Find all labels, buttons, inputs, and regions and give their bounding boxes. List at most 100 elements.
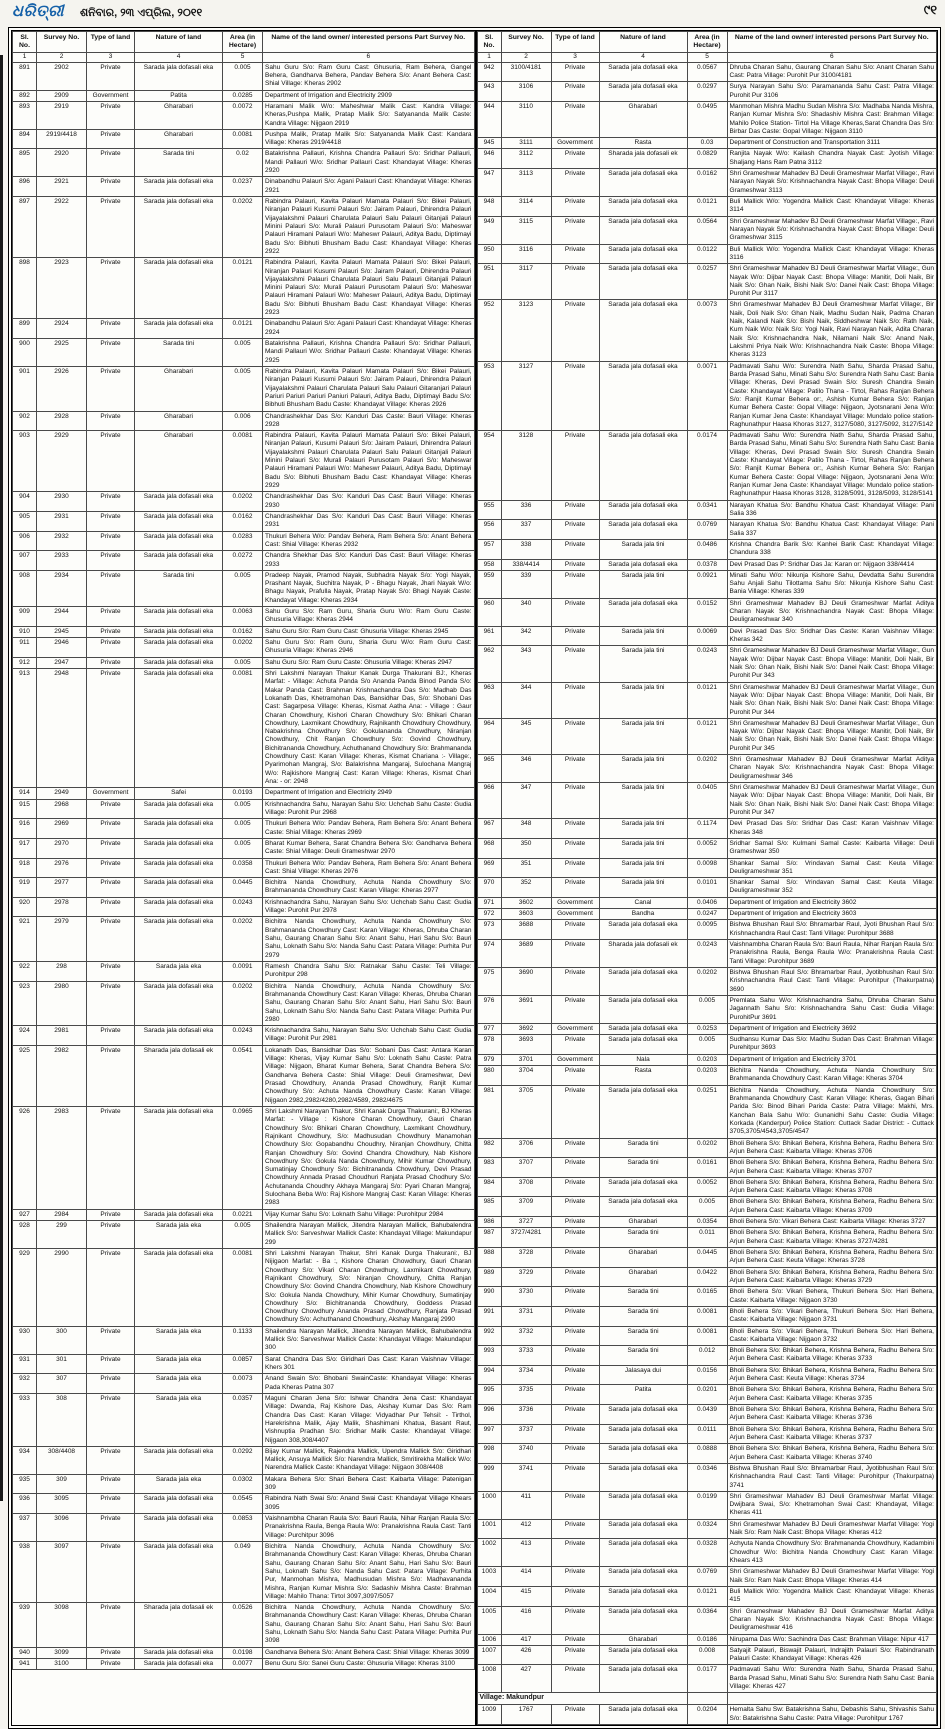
sl-no-cell: 939 — [12, 1602, 37, 1648]
land-nature-cell: Gharabari — [134, 410, 223, 432]
survey-no-cell: 2949 — [36, 787, 87, 800]
owner-cell: Department of Irrigation and Electricity… — [726, 1022, 937, 1036]
survey-no-cell: 2970 — [36, 837, 87, 859]
land-type-cell: Private — [86, 569, 135, 608]
table-row: 958 338/4414 Private Sarada jala dofasali e… — [476, 558, 937, 571]
owner-cell: Sarat Chandra Das S/o: Giridhari Das Cas… — [262, 1353, 475, 1375]
area-cell: 0.0243 — [222, 896, 263, 918]
area-cell: 0.0324 — [686, 1518, 728, 1540]
owner-cell: Shailendra Narayan Mallick, Jitendra Nar… — [262, 1325, 475, 1355]
survey-no-cell: 3734 — [500, 1364, 552, 1386]
owner-cell: Shri Grameshwar Mahadev BJ Deuli Gramesh… — [726, 1490, 937, 1520]
owner-cell: Bholi Behera S/o: Bhikari Behera, Krishn… — [726, 1247, 937, 1268]
area-cell: 0.005 — [222, 569, 263, 608]
survey-no-cell: 348 — [500, 818, 552, 839]
survey-no-cell: 2982 — [36, 1044, 87, 1107]
table-row: 892 2909 Government Patita 0.0285 Department … — [12, 89, 475, 102]
area-cell: 0.0526 — [222, 1602, 263, 1648]
sl-no-cell: 1006 — [476, 1633, 502, 1646]
table-row: 943 3106 Private Sarada jala dofasali eka 0.… — [476, 81, 937, 102]
sl-no-cell: 952 — [476, 299, 502, 362]
sl-no-cell: 918 — [12, 857, 37, 879]
area-cell: 0.0162 — [222, 625, 263, 639]
land-nature-cell: Canal — [598, 896, 688, 910]
table-row: 995 3735 Private Patita 0.0201 Bholi Behera S… — [476, 1384, 937, 1405]
survey-no-cell: 3732 — [500, 1325, 552, 1347]
land-nature-cell: Gharabari — [598, 1266, 688, 1288]
owner-cell: Bholi Behera S/o: Bhikari Behera, Krishn… — [726, 1423, 937, 1445]
land-type-cell: Private — [550, 569, 600, 599]
land-nature-cell: Sarada jala dofasali eka — [134, 980, 223, 1027]
sl-no-cell: 972 — [476, 908, 502, 921]
table-row: 953 3127 Private Sarada jala dofasali eka 0.… — [476, 360, 937, 432]
area-cell: 0.006 — [222, 410, 263, 432]
survey-no-cell: 414 — [500, 1566, 552, 1587]
sl-no-cell: 960 — [476, 597, 502, 627]
survey-no-cell: 338 — [500, 538, 552, 560]
area-cell: 0.0378 — [686, 558, 728, 571]
area-cell: 0.0346 — [686, 1462, 728, 1492]
land-nature-cell: Sarada jala dofasali eka — [134, 857, 223, 879]
area-cell: 0.0354 — [686, 1216, 728, 1229]
table-row: 901 2926 Private Gharabari 0.005 Rabindra Pal… — [12, 365, 475, 412]
sl-no-cell: 891 — [12, 61, 37, 91]
area-cell: 0.0121 — [686, 681, 728, 719]
owner-cell: Bholi Behera S/o: Vikari Behera, Thukuri… — [726, 1325, 937, 1347]
sl-no-cell: 913 — [12, 667, 37, 789]
column-header-land-type-cell: Type of land — [550, 30, 600, 54]
land-nature-cell: Sharada jala dofasali ek — [598, 148, 688, 170]
sl-no-cell: 948 — [476, 196, 502, 217]
column-header-area-cell: Area (in Hectare) — [222, 30, 263, 54]
sl-no-cell: 935 — [12, 1473, 37, 1495]
table-row: 969 351 Private Sarada jala tini 0.0098 Shank… — [476, 857, 937, 879]
masthead: ଧରିତ୍ରୀ ଶନିବାର, ୨୩ ଏପ୍ରିଲ, ୨୦୧୧ — [12, 3, 935, 25]
area-cell: 0.0297 — [686, 81, 728, 102]
land-nature-cell: Sarada jala dofasali eka — [598, 1443, 688, 1464]
land-nature-cell: Sarada jala dofasali eka — [598, 430, 688, 501]
land-type-cell: Government — [550, 1022, 600, 1036]
table-row: 967 348 Private Sarada jala tini 0.1174 Devi … — [476, 818, 937, 839]
survey-no-cell: 3096 — [36, 1513, 87, 1542]
land-type-cell: Private — [86, 837, 135, 859]
survey-no-cell: 336 — [500, 499, 552, 521]
sl-no-cell: 958 — [476, 558, 502, 571]
sl-no-cell: 1003 — [476, 1566, 502, 1587]
sl-no-cell: 902 — [12, 410, 37, 432]
land-nature-cell: Nala — [598, 1053, 688, 1067]
area-cell: 0.0193 — [222, 787, 263, 800]
table-row: 899 2924 Private Sarada jala dofasali eka 0.… — [12, 318, 475, 339]
land-type-cell: Private — [550, 645, 600, 683]
owner-cell: Bholi Behera S/o: Bhikari Behera, Krishn… — [726, 1443, 937, 1464]
sl-no-cell: 899 — [12, 318, 37, 339]
land-type-cell: Private — [86, 176, 135, 197]
survey-no-cell: 308 — [36, 1392, 87, 1447]
land-type-cell: Private — [86, 877, 135, 898]
land-nature-cell: Sarada jala dofasali eka — [598, 1585, 688, 1607]
owner-cell: Chandra Shekhar Das S/o: Kanduri Das Cas… — [262, 550, 475, 571]
table-row: 944 3110 Private Gharabari 0.0495 Manmohan Mi… — [476, 100, 937, 139]
land-type-cell: Government — [550, 137, 600, 150]
land-nature-cell: Sarada jala eka — [134, 960, 223, 982]
area-cell: 0.005 — [686, 994, 728, 1024]
owner-cell: Chandrashekhar Das S/o: Kanduri Das Cast… — [262, 410, 475, 432]
owner-cell: Bichitra Nanda Chowdhury, Achuta Nanda C… — [726, 1084, 937, 1139]
survey-no-cell: 3117 — [500, 263, 552, 301]
survey-no-cell: 2977 — [36, 877, 87, 898]
area-cell: 0.0203 — [686, 1053, 728, 1067]
land-nature-cell: Sarada jala dofasali eka — [134, 530, 223, 552]
area-cell: 0.0152 — [686, 597, 728, 627]
land-nature-cell: Sarada jala dofasali eka — [598, 1034, 688, 1055]
survey-no-cell: 2980 — [36, 980, 87, 1027]
sl-no-cell: 973 — [476, 919, 502, 940]
sl-no-cell: 892 — [12, 89, 37, 102]
land-nature-cell: Sarada jala dofasali eka — [598, 81, 688, 102]
survey-no-cell: 3735 — [500, 1384, 552, 1405]
owner-cell: Vaishnambha Charan Raula S/o: Bauri Raul… — [262, 1513, 475, 1542]
land-type-cell: Private — [550, 1585, 600, 1607]
table-row: 906 2932 Private Sarada jala dofasali eka 0.… — [12, 530, 475, 552]
table-row: 980 3704 Private Rasta 0.0203 Bichitra Nanda … — [476, 1065, 937, 1086]
land-type-cell: Private — [550, 1084, 600, 1139]
table-row: 973 3688 Private Sarada jala dofasali eka 0.… — [476, 919, 937, 940]
owner-cell: Shri Grameshwar Mahadev BJ Deuli Gramesh… — [726, 215, 937, 245]
table-row: 938 3097 Private Sarada jala dofasali eka 0.… — [12, 1540, 475, 1604]
